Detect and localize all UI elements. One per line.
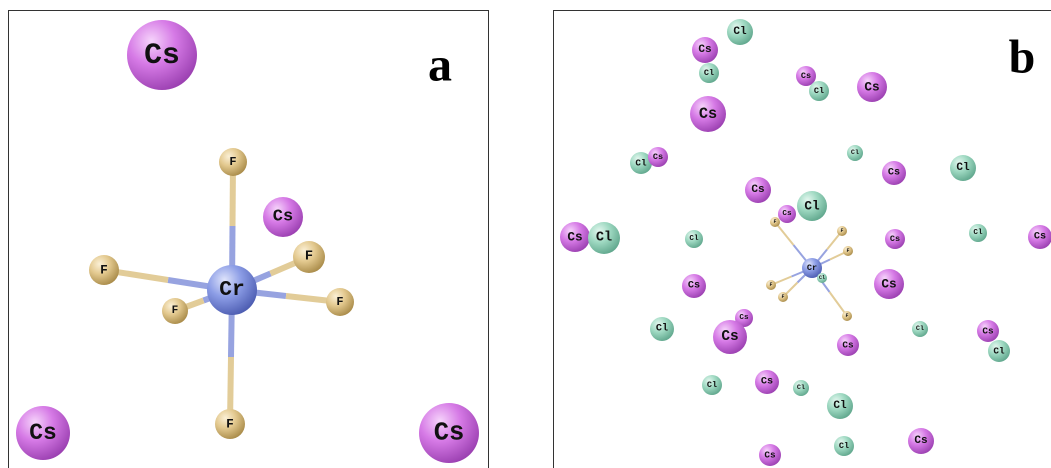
atom-label: Cs: [29, 420, 57, 446]
atom-label: Cs: [881, 277, 896, 292]
atom-label: F: [226, 417, 234, 432]
atom-label: Cs: [842, 340, 854, 351]
atom-label: Cr: [807, 263, 817, 273]
atom-label: F: [840, 228, 843, 234]
atom-label: F: [100, 263, 108, 278]
atom-label: Cs: [567, 230, 582, 245]
atom-label: Cl: [656, 323, 668, 335]
atom-label: Cs: [888, 168, 900, 179]
atom-label: F: [846, 248, 849, 254]
figure: CsCsCsCsCrFFFFFFClCsClCsClCsCsClClCsCsCl…: [0, 0, 1051, 468]
atom-label: Cl: [993, 346, 1005, 357]
atom-label: Cl: [797, 384, 805, 392]
atom-label: Cs: [434, 419, 465, 448]
atom-label: F: [773, 219, 776, 225]
atom-label: Cl: [804, 199, 820, 214]
atom-label: Cs: [914, 435, 927, 447]
atom-label: Cl: [839, 441, 849, 451]
panel-frame: [9, 11, 489, 468]
atom-label: Cl: [956, 162, 970, 174]
atom-label: Cr: [219, 278, 245, 302]
atom-label: Cs: [699, 105, 717, 123]
atom-label: Cs: [864, 80, 879, 95]
atom-label: Cs: [801, 71, 811, 81]
atom-label: Cl: [596, 231, 612, 246]
atom-label: Cl: [635, 158, 647, 169]
atom-label: F: [769, 282, 772, 288]
atom-label: Cl: [814, 86, 824, 96]
atom-label: Cl: [704, 68, 714, 78]
atom-label: Cs: [751, 184, 764, 196]
atom-label: Cs: [721, 329, 738, 345]
atom-label: Cs: [782, 210, 792, 218]
atom-label: Cl: [707, 380, 717, 390]
atom-label: Cs: [982, 326, 994, 337]
atom-label: Cs: [273, 208, 293, 227]
atom-label: Cl: [733, 26, 747, 38]
atom-label: Cs: [890, 234, 900, 244]
atom-label: F: [305, 250, 313, 265]
panel-label: a: [428, 39, 452, 92]
atom-label: Cs: [1034, 232, 1046, 243]
atom-label: Cs: [144, 38, 180, 72]
atom-label: Cs: [688, 281, 700, 292]
atom-label: Cs: [653, 152, 663, 162]
atom-label: Cl: [973, 229, 983, 237]
atom-label: Cl: [819, 275, 825, 281]
atom-label: Cs: [698, 44, 711, 56]
atom-label: Cs: [739, 314, 749, 322]
atom-label: F: [229, 155, 236, 169]
atom-label: F: [845, 313, 848, 319]
atom-label: Cs: [764, 450, 776, 461]
atom-label: Cl: [851, 149, 859, 157]
atom-label: F: [172, 305, 179, 317]
atom-label: Cl: [689, 235, 699, 243]
panel-label: b: [1009, 31, 1036, 84]
atom-label: F: [336, 295, 343, 309]
atom-label: Cs: [761, 377, 773, 388]
atom-label: F: [781, 294, 784, 300]
atom-label: Cl: [916, 325, 924, 333]
atom-label: Cl: [833, 400, 847, 412]
